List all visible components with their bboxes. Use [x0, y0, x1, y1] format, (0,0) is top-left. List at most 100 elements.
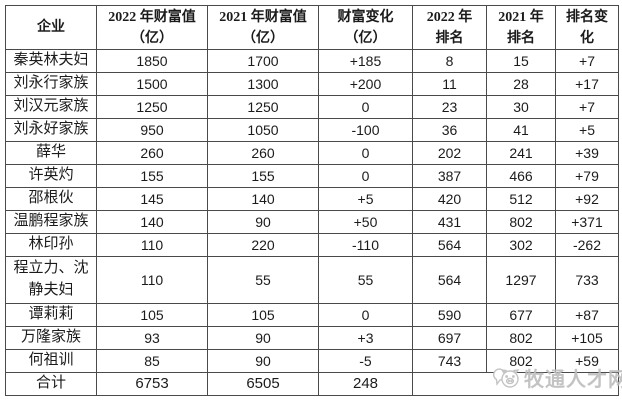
value-cell: 30: [486, 95, 556, 119]
column-header: 2022 年财富值 （亿）: [96, 5, 208, 50]
value-cell: 260: [207, 141, 319, 165]
wealth-table: 企业 2022 年财富值 （亿） 2021 年财富值 （亿） 财富变化 （亿） 2022 年排…: [5, 5, 619, 396]
value-cell: +92: [555, 187, 619, 211]
table-header: 企业 2022 年财富值 （亿） 2021 年财富值 （亿） 财富变化 （亿） 2022 年排…: [5, 5, 619, 50]
value-cell: 15: [486, 49, 556, 73]
value-cell: +17: [555, 72, 619, 96]
value-cell: 28: [486, 72, 556, 96]
company-cell: 何祖训: [5, 349, 97, 373]
column-header: 财富变化 （亿）: [318, 5, 413, 50]
value-cell: 105: [96, 303, 208, 327]
company-cell: 刘永行家族: [5, 72, 97, 96]
value-cell: 155: [207, 164, 319, 188]
value-cell: +5: [318, 187, 413, 211]
value-cell: 1500: [96, 72, 208, 96]
value-cell: 1250: [96, 95, 208, 119]
table-row: 何祖训 85 90 -5 743 802 +59: [5, 349, 619, 373]
table-row: 刘永行家族 1500 1300 +200 11 28 +17: [5, 72, 619, 96]
value-cell: 802: [486, 326, 556, 350]
value-cell: 564: [412, 256, 487, 304]
value-cell: 105: [207, 303, 319, 327]
table-row: 林印孙 110 220 -110 564 302 -262: [5, 233, 619, 257]
table-row: 许英灼 155 155 0 387 466 +79: [5, 164, 619, 188]
company-cell: 刘永好家族: [5, 118, 97, 142]
value-cell: +7: [555, 49, 619, 73]
value-cell: 802: [486, 210, 556, 234]
value-cell: 1250: [207, 95, 319, 119]
value-cell: 202: [412, 141, 487, 165]
header-row: 企业 2022 年财富值 （亿） 2021 年财富值 （亿） 财富变化 （亿） 2022 年排…: [5, 5, 619, 50]
value-cell: 145: [96, 187, 208, 211]
value-cell: +5: [555, 118, 619, 142]
value-cell: 241: [486, 141, 556, 165]
value-cell: 697: [412, 326, 487, 350]
value-cell: 8: [412, 49, 487, 73]
value-cell: +105: [555, 326, 619, 350]
total-value-cell: 248: [318, 372, 413, 396]
company-cell: 林印孙: [5, 233, 97, 257]
value-cell: 1050: [207, 118, 319, 142]
table-row: 万隆家族 93 90 +3 697 802 +105: [5, 326, 619, 350]
value-cell: 220: [207, 233, 319, 257]
total-value-cell: 6753: [96, 372, 208, 396]
value-cell: -100: [318, 118, 413, 142]
value-cell: 90: [207, 349, 319, 373]
column-header: 企业: [5, 5, 97, 50]
company-cell: 万隆家族: [5, 326, 97, 350]
company-cell: 邵根伙: [5, 187, 97, 211]
value-cell: 387: [412, 164, 487, 188]
table-row: 刘汉元家族 1250 1250 0 23 30 +7: [5, 95, 619, 119]
value-cell: 802: [486, 349, 556, 373]
value-cell: 11: [412, 72, 487, 96]
company-cell: 谭莉莉: [5, 303, 97, 327]
value-cell: +59: [555, 349, 619, 373]
table-row: 薛华 260 260 0 202 241 +39: [5, 141, 619, 165]
column-header: 排名变化: [555, 5, 619, 50]
total-merged-empty-cell: [412, 372, 619, 396]
column-header: 2021 年财富值 （亿）: [207, 5, 319, 50]
value-cell: 90: [207, 326, 319, 350]
value-cell: 110: [96, 233, 208, 257]
value-cell: 0: [318, 95, 413, 119]
value-cell: -262: [555, 233, 619, 257]
value-cell: +87: [555, 303, 619, 327]
value-cell: 1850: [96, 49, 208, 73]
value-cell: 1300: [207, 72, 319, 96]
company-cell: 许英灼: [5, 164, 97, 188]
value-cell: +200: [318, 72, 413, 96]
value-cell: 512: [486, 187, 556, 211]
value-cell: 41: [486, 118, 556, 142]
table-body: 秦英林夫妇 1850 1700 +185 8 15 +7 刘永行家族 1500 1300 +200 1…: [5, 49, 619, 396]
value-cell: 0: [318, 141, 413, 165]
value-cell: +3: [318, 326, 413, 350]
value-cell: 743: [412, 349, 487, 373]
value-cell: 1700: [207, 49, 319, 73]
total-row: 合计 6753 6505 248: [5, 372, 619, 396]
value-cell: 140: [207, 187, 319, 211]
value-cell: -5: [318, 349, 413, 373]
value-cell: 55: [207, 256, 319, 304]
value-cell: 140: [96, 210, 208, 234]
value-cell: 302: [486, 233, 556, 257]
value-cell: 55: [318, 256, 413, 304]
value-cell: +371: [555, 210, 619, 234]
value-cell: 431: [412, 210, 487, 234]
value-cell: +50: [318, 210, 413, 234]
total-value-cell: 6505: [207, 372, 319, 396]
value-cell: 0: [318, 164, 413, 188]
value-cell: 110: [96, 256, 208, 304]
value-cell: 260: [96, 141, 208, 165]
table-row: 秦英林夫妇 1850 1700 +185 8 15 +7: [5, 49, 619, 73]
value-cell: 93: [96, 326, 208, 350]
table-row: 程立力、沈静夫妇 110 55 55 564 1297 733: [5, 256, 619, 304]
total-label-cell: 合计: [5, 372, 97, 396]
company-cell: 刘汉元家族: [5, 95, 97, 119]
value-cell: 0: [318, 303, 413, 327]
value-cell: +79: [555, 164, 619, 188]
value-cell: 23: [412, 95, 487, 119]
column-header: 2021 年排名: [486, 5, 556, 50]
value-cell: 1297: [486, 256, 556, 304]
value-cell: 590: [412, 303, 487, 327]
table-row: 刘永好家族 950 1050 -100 36 41 +5: [5, 118, 619, 142]
